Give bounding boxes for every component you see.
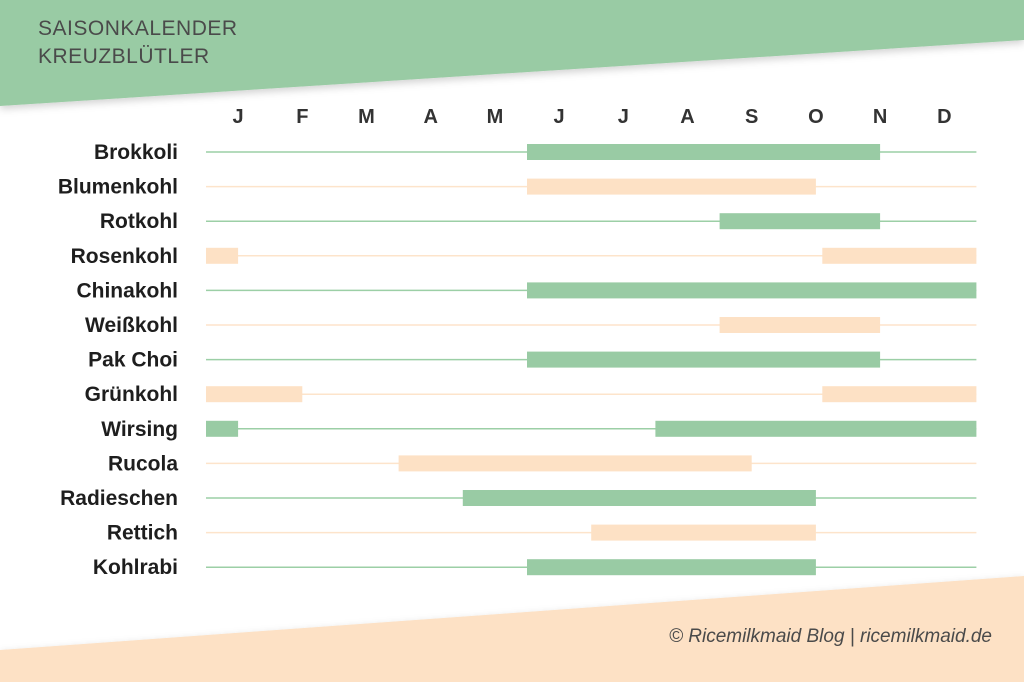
row-label: Radieschen [60, 487, 178, 510]
season-bar [527, 351, 881, 368]
season-bar [462, 490, 816, 506]
month-label: J [233, 106, 244, 128]
season-bar [527, 559, 816, 576]
month-label: A [680, 106, 694, 128]
season-bar [206, 386, 303, 403]
season-bar [206, 420, 239, 437]
season-bar [398, 455, 752, 472]
chart-row: Rettich [107, 522, 977, 545]
month-label: F [296, 106, 308, 128]
row-label: Rucola [108, 452, 178, 475]
page-title-line-2: KREUZBLÜTLER [38, 45, 210, 68]
chart-row: Rosenkohl [71, 245, 977, 268]
month-label: D [937, 106, 951, 128]
row-label: Blumenkohl [58, 176, 178, 199]
chart-row: Brokkoli [94, 141, 977, 164]
month-label: J [618, 106, 629, 128]
month-label: J [554, 106, 565, 128]
row-label: Weißkohl [85, 314, 178, 337]
chart-row: Wirsing [101, 418, 977, 441]
row-label: Chinakohl [76, 279, 178, 302]
page-title-line-1: SAISONKALENDER [38, 17, 238, 40]
footer-credit: © Ricemilkmaid Blog | ricemilkmaid.de [668, 626, 992, 647]
month-label: A [423, 106, 437, 128]
month-label: M [487, 106, 504, 128]
season-bar [527, 178, 816, 195]
season-bar [719, 213, 881, 230]
row-label: Brokkoli [94, 141, 178, 164]
row-label: Grünkohl [85, 383, 178, 406]
chart-row: Kohlrabi [93, 556, 977, 579]
season-bar [527, 144, 881, 160]
month-label: S [745, 106, 758, 128]
chart-row: Blumenkohl [58, 176, 977, 199]
month-label: O [808, 106, 824, 128]
month-label: N [873, 106, 887, 128]
season-bar [206, 247, 239, 264]
row-label: Pak Choi [88, 349, 178, 372]
chart-row: Chinakohl [76, 279, 977, 302]
season-bar [591, 524, 816, 541]
season-bar [822, 247, 977, 264]
season-bar [527, 282, 977, 299]
chart-row: Grünkohl [85, 383, 977, 406]
season-bar [822, 386, 977, 403]
season-bar [719, 317, 881, 333]
chart-row: Rucola [108, 452, 977, 475]
row-label: Rotkohl [100, 210, 178, 233]
row-label: Kohlrabi [93, 556, 178, 579]
chart-rows: Brokkoli Blumenkohl Rotkohl Rosenkohl Chinak… [58, 141, 977, 579]
chart-row: Radieschen [60, 487, 977, 510]
month-label: M [358, 106, 375, 128]
footer-band [0, 576, 1024, 682]
header-band [0, 0, 1024, 106]
chart-row: Rotkohl [100, 210, 977, 233]
chart-row: Pak Choi [88, 349, 977, 372]
season-bar [655, 420, 977, 437]
row-label: Rettich [107, 522, 178, 545]
row-label: Wirsing [101, 418, 178, 441]
chart-row: Weißkohl [85, 314, 977, 337]
row-label: Rosenkohl [71, 245, 178, 268]
